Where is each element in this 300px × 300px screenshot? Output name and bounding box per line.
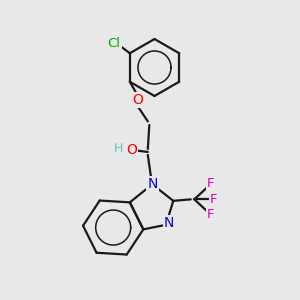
Text: Cl: Cl: [107, 37, 121, 50]
Text: H: H: [114, 142, 123, 154]
Text: F: F: [207, 208, 214, 221]
Text: N: N: [147, 177, 158, 191]
Text: F: F: [207, 177, 214, 190]
Text: O: O: [132, 93, 143, 107]
Text: F: F: [210, 193, 218, 206]
Text: N: N: [164, 216, 174, 230]
Text: O: O: [127, 143, 137, 158]
